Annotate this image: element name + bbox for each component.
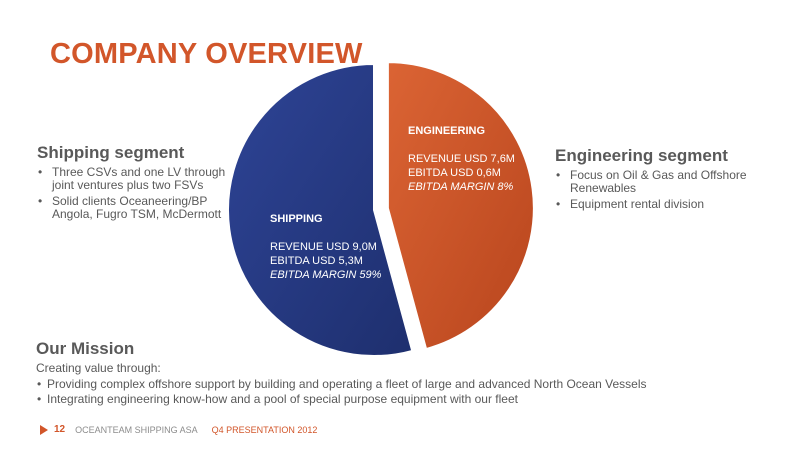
pie-slice-engineering [386,61,535,351]
list-item: Focus on Oil & Gas and Offshore Renewabl… [555,169,795,195]
mission-title: Our Mission [36,339,135,358]
shipping-margin-label: EBITDA MARGIN 59% [270,269,382,281]
engineering-ebitda-label: EBITDA USD 0,6M [408,167,501,179]
footer: 12 OCEANTEAM SHIPPING ASA Q4 PRESENTATIO… [40,424,317,435]
shipping-ebitda-label: EBITDA USD 5,3M [270,255,363,267]
pie-slice-shipping [227,62,414,357]
shipping-revenue-label: REVENUE USD 9,0M [270,241,377,253]
shipping-segment: Shipping segment Three CSVs and one LV t… [37,143,237,224]
page-title: COMPANY OVERVIEW [50,38,363,70]
engineering-revenue-label: REVENUE USD 7,6M [408,153,515,165]
list-item: Three CSVs and one LV through joint vent… [37,166,237,192]
list-item: Integrating engineering know-how and a p… [36,392,776,407]
play-arrow-icon [40,424,48,435]
list-item: Solid clients Oceaneering/BP Angola, Fug… [37,195,237,221]
list-item: Equipment rental division [555,198,795,212]
shipping-slice-label: SHIPPING [270,213,323,225]
mission-section: Our Mission Creating value through: Prov… [36,339,776,407]
footer-presentation: Q4 PRESENTATION 2012 [211,424,318,435]
list-item: Providing complex offshore support by bu… [36,377,776,392]
engineering-segment: Engineering segment Focus on Oil & Gas a… [555,146,795,214]
mission-bullets: Providing complex offshore support by bu… [36,377,776,407]
page-number: 12 [54,424,66,435]
footer-company: OCEANTEAM SHIPPING ASA [75,424,198,435]
engineering-margin-label: EBITDA MARGIN 8% [408,181,514,193]
engineering-slice-label: ENGINEERING [408,125,485,137]
engineering-segment-title: Engineering segment [555,146,728,165]
mission-intro: Creating value through: [36,361,161,375]
shipping-segment-bullets: Three CSVs and one LV through joint vent… [37,166,237,221]
engineering-segment-bullets: Focus on Oil & Gas and Offshore Renewabl… [555,169,795,212]
shipping-segment-title: Shipping segment [37,143,185,162]
